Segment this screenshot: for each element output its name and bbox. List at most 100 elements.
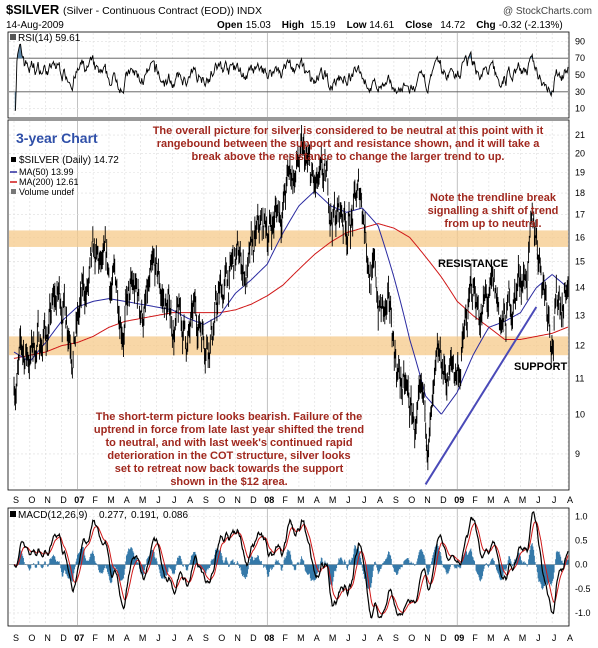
trendline-note-line: from up to neutral. [444,218,541,230]
x-tick-label: 07 [74,495,84,505]
macd-line [13,511,569,619]
x-tick-label: D [250,495,257,505]
x-tick-label: M [107,633,115,643]
price-tick: 17 [575,210,585,220]
quote-label: High [282,20,304,31]
price-tick: 16 [575,232,585,242]
x-tick-label: M [519,495,527,505]
x-tick-label: D [440,495,447,505]
x-tick-label: N [234,495,241,505]
x-tick-label: S [13,495,19,505]
x-tick-label: S [203,495,209,505]
x-tick-label: D [250,633,257,643]
quote-value: 15.19 [311,20,336,31]
macd-signal-value: 0.191, [131,510,159,521]
x-tick-label: F [472,633,478,643]
macd-hist-value: 0.086 [163,510,188,521]
trendline-note-line: Note the trendline break [430,192,557,204]
x-tick-label: N [424,633,431,643]
price-tick: 15 [575,257,585,267]
macd-tick: 1.0 [575,511,588,521]
x-tick-label: F [282,495,288,505]
x-tick-label: J [362,633,367,643]
x-tick-label: A [377,495,383,505]
x-tick-label: N [44,633,51,643]
macd-legend-prefix: MACD(12,26,9) [18,510,87,521]
price-tick: 11 [575,373,584,383]
legend-ma50: MA(50) 13.99 [19,167,74,177]
x-tick-label: A [567,633,573,643]
x-tick-label: F [282,633,288,643]
overall-line: break above the resistance to change the… [192,151,505,163]
x-tick-label: 07 [74,633,84,643]
support-band [9,336,568,356]
x-tick-label: O [28,633,35,643]
x-tick-label: M [139,633,147,643]
x-tick-label: J [156,633,161,643]
x-tick-label: S [393,633,399,643]
macd-legend: MACD(12,26,9) 0.277, 0.191, 0.086 [10,510,188,521]
x-tick-label: M [329,633,337,643]
macd-panel: MACD(12,26,9) 0.277, 0.191, 0.086 1.0 0.5… [7,507,591,627]
price-tick: 13 [575,311,585,321]
x-tick-label: M [297,495,305,505]
x-tick-label: F [472,495,478,505]
x-tick-label: A [377,633,383,643]
short-term-line: The short-term picture looks bearish. Fa… [96,411,363,423]
symbol-description: (Silver - Continuous Contract (EOD)) IND… [63,5,262,17]
x-tick-label: D [60,495,67,505]
price-tick: 10 [575,409,585,419]
rsi-tick: 50 [575,70,585,80]
x-tick-label: A [504,495,510,505]
ma50-line [13,190,569,415]
stockcharts-watermark: @ StockCharts.com [503,6,592,17]
symbol-title: $SILVER [6,2,60,17]
x-tick-label: J [346,633,351,643]
quote-label: Chg [476,20,495,31]
rsi-tick: 90 [575,36,585,46]
x-tick-label: 09 [454,495,464,505]
price-legend: $SILVER (Daily) 14.72 MA(50) 13.99 MA(20… [10,155,119,197]
overall-line: The overall picture for silver is consid… [153,125,544,137]
x-tick-label: D [440,633,447,643]
legend-volume: Volume undef [19,187,75,197]
x-tick-label: 08 [264,633,274,643]
support-label: SUPPORT [514,361,567,373]
rsi-legend: RSI(14) 59.61 [18,33,81,44]
x-axis-macd: S O N D 07 F M A M J J A S O N D 08 F M A M J J A S O N D 09 F M A M J J A [13,633,573,643]
legend-ma200: MA(200) 12.61 [19,177,79,187]
x-tick-label: O [408,495,415,505]
trendline [424,306,538,485]
x-tick-label: 08 [264,495,274,505]
quote-value: 14.72 [440,20,465,31]
trendline-note: Note the trendline break signalling a sh… [428,192,559,230]
x-tick-label: A [504,633,510,643]
x-tick-label: A [124,633,130,643]
x-tick-label: M [107,495,115,505]
x-tick-label: J [536,495,541,505]
short-term-line: uptrend in force from late last year shi… [94,424,364,436]
price-bars [13,125,569,471]
price-tick: 12 [575,341,585,351]
x-tick-label: J [362,495,367,505]
x-tick-label: A [187,633,193,643]
short-term-line: set to retreat now back towards the supp… [115,463,344,475]
x-tick-label: A [314,633,320,643]
x-tick-label: M [519,633,527,643]
x-tick-label: A [314,495,320,505]
x-tick-label: N [234,633,241,643]
quote-line: Open 15.03 High 15.19 Low 14.61 Close 14.72 Chg -… [217,20,563,31]
x-tick-label: 09 [454,633,464,643]
price-tick: 20 [575,148,585,158]
x-tick-label: M [487,633,495,643]
overall-line: rangebound between the support and resis… [157,138,541,150]
x-tick-label: S [393,495,399,505]
overall-annotation: The overall picture for silver is consid… [153,125,544,163]
quote-label: Open [217,20,243,31]
chart-header: $SILVER (Silver - Continuous Contract (E… [6,2,592,31]
x-tick-label: S [13,633,19,643]
x-tick-label: A [124,495,130,505]
x-tick-label: J [172,633,177,643]
chart-label: 3-year Chart [16,130,98,146]
macd-tick: -1.0 [575,608,591,618]
